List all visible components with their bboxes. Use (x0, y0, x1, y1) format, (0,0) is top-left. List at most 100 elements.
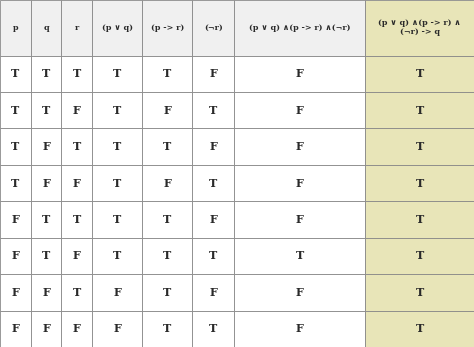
Text: T: T (113, 178, 121, 188)
Text: F: F (73, 105, 81, 116)
Text: T: T (416, 68, 424, 79)
Bar (92, 128, 142, 165)
Text: (p ∨ q) ∧(p -> r) ∧
(¬r) -> q: (p ∨ q) ∧(p -> r) ∧ (¬r) -> q (378, 19, 461, 36)
Bar (365, 311, 474, 347)
Bar (31, 201, 61, 238)
Bar (234, 0, 365, 56)
Bar (365, 165, 474, 201)
Text: F: F (73, 178, 81, 188)
Bar (0, 92, 31, 128)
Bar (192, 274, 234, 311)
Bar (61, 128, 92, 165)
Text: F: F (164, 105, 171, 116)
Bar (234, 92, 365, 128)
Text: T: T (11, 105, 19, 116)
Text: F: F (164, 178, 171, 188)
Bar (0, 274, 31, 311)
Text: T: T (163, 214, 172, 225)
Bar (192, 165, 234, 201)
Text: F: F (296, 178, 304, 188)
Text: F: F (73, 251, 81, 261)
Text: T: T (416, 178, 424, 188)
Bar (142, 274, 192, 311)
Bar (234, 311, 365, 347)
Text: T: T (73, 141, 81, 152)
Text: F: F (210, 287, 217, 298)
Bar (92, 238, 142, 274)
Bar (0, 311, 31, 347)
Bar (234, 128, 365, 165)
Text: (p -> r): (p -> r) (151, 24, 184, 32)
Bar (142, 128, 192, 165)
Text: T: T (296, 251, 304, 261)
Bar (234, 274, 365, 311)
Bar (61, 0, 92, 56)
Bar (31, 274, 61, 311)
Text: F: F (11, 323, 19, 334)
Bar (61, 201, 92, 238)
Bar (142, 238, 192, 274)
Text: F: F (296, 105, 304, 116)
Text: F: F (296, 214, 304, 225)
Text: q: q (43, 24, 49, 32)
Bar (31, 165, 61, 201)
Text: T: T (113, 68, 121, 79)
Text: T: T (11, 68, 19, 79)
Text: F: F (113, 287, 121, 298)
Bar (92, 201, 142, 238)
Text: T: T (163, 323, 172, 334)
Bar (192, 238, 234, 274)
Bar (31, 238, 61, 274)
Bar (61, 238, 92, 274)
Text: T: T (42, 105, 50, 116)
Bar (31, 92, 61, 128)
Bar (142, 201, 192, 238)
Text: F: F (296, 68, 304, 79)
Text: T: T (163, 251, 172, 261)
Text: (p ∨ q) ∧(p -> r) ∧(¬r): (p ∨ q) ∧(p -> r) ∧(¬r) (249, 24, 350, 32)
Text: T: T (113, 251, 121, 261)
Bar (0, 238, 31, 274)
Text: F: F (11, 287, 19, 298)
Text: T: T (11, 141, 19, 152)
Bar (234, 56, 365, 92)
Bar (365, 238, 474, 274)
Text: F: F (42, 287, 50, 298)
Text: F: F (113, 323, 121, 334)
Bar (192, 0, 234, 56)
Bar (142, 56, 192, 92)
Text: F: F (42, 141, 50, 152)
Bar (31, 311, 61, 347)
Bar (365, 56, 474, 92)
Bar (234, 238, 365, 274)
Text: F: F (210, 214, 217, 225)
Text: T: T (416, 214, 424, 225)
Text: F: F (296, 141, 304, 152)
Bar (142, 92, 192, 128)
Bar (192, 201, 234, 238)
Text: T: T (73, 68, 81, 79)
Text: r: r (74, 24, 79, 32)
Text: F: F (11, 214, 19, 225)
Text: T: T (416, 105, 424, 116)
Text: F: F (42, 178, 50, 188)
Bar (61, 165, 92, 201)
Bar (0, 201, 31, 238)
Bar (92, 274, 142, 311)
Text: F: F (296, 323, 304, 334)
Text: T: T (113, 141, 121, 152)
Bar (61, 274, 92, 311)
Text: T: T (113, 214, 121, 225)
Bar (0, 165, 31, 201)
Text: T: T (42, 68, 50, 79)
Bar (365, 274, 474, 311)
Text: T: T (11, 178, 19, 188)
Text: F: F (210, 68, 217, 79)
Bar (234, 165, 365, 201)
Bar (142, 0, 192, 56)
Text: (p ∨ q): (p ∨ q) (101, 24, 133, 32)
Bar (92, 56, 142, 92)
Text: F: F (210, 141, 217, 152)
Bar (92, 92, 142, 128)
Text: T: T (42, 251, 50, 261)
